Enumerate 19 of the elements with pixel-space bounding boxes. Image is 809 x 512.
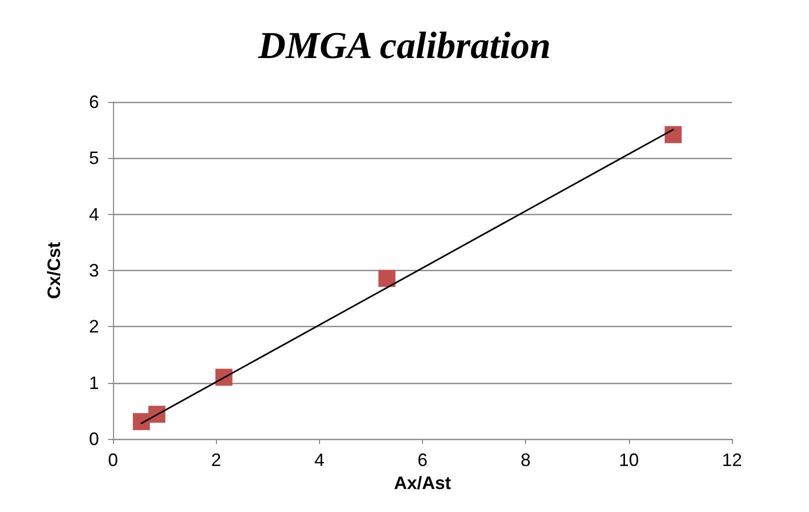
y-axis-title: Cx/Cst <box>44 242 64 300</box>
y-tick-label: 5 <box>88 148 99 168</box>
chart-title: DMGA calibration <box>257 25 551 67</box>
x-tick-label: 12 <box>722 450 742 470</box>
x-tick-label: 8 <box>520 450 531 470</box>
y-tick-label: 2 <box>88 316 99 337</box>
y-tick-label: 1 <box>88 372 99 393</box>
x-tick-label: 4 <box>314 450 324 470</box>
y-tick-label: 4 <box>88 204 99 224</box>
x-tick-label: 6 <box>417 450 428 470</box>
point <box>664 126 682 144</box>
x-tick-label: 2 <box>211 450 222 470</box>
y-tick-label: 6 <box>88 92 99 112</box>
y-tick-label: 0 <box>88 429 99 449</box>
x-tick-label: 0 <box>108 450 118 470</box>
y-tick-label: 3 <box>88 260 99 280</box>
x-tick-label: 10 <box>618 450 639 470</box>
x-axis-title: Ax/Ast <box>394 472 452 493</box>
point <box>378 270 396 287</box>
